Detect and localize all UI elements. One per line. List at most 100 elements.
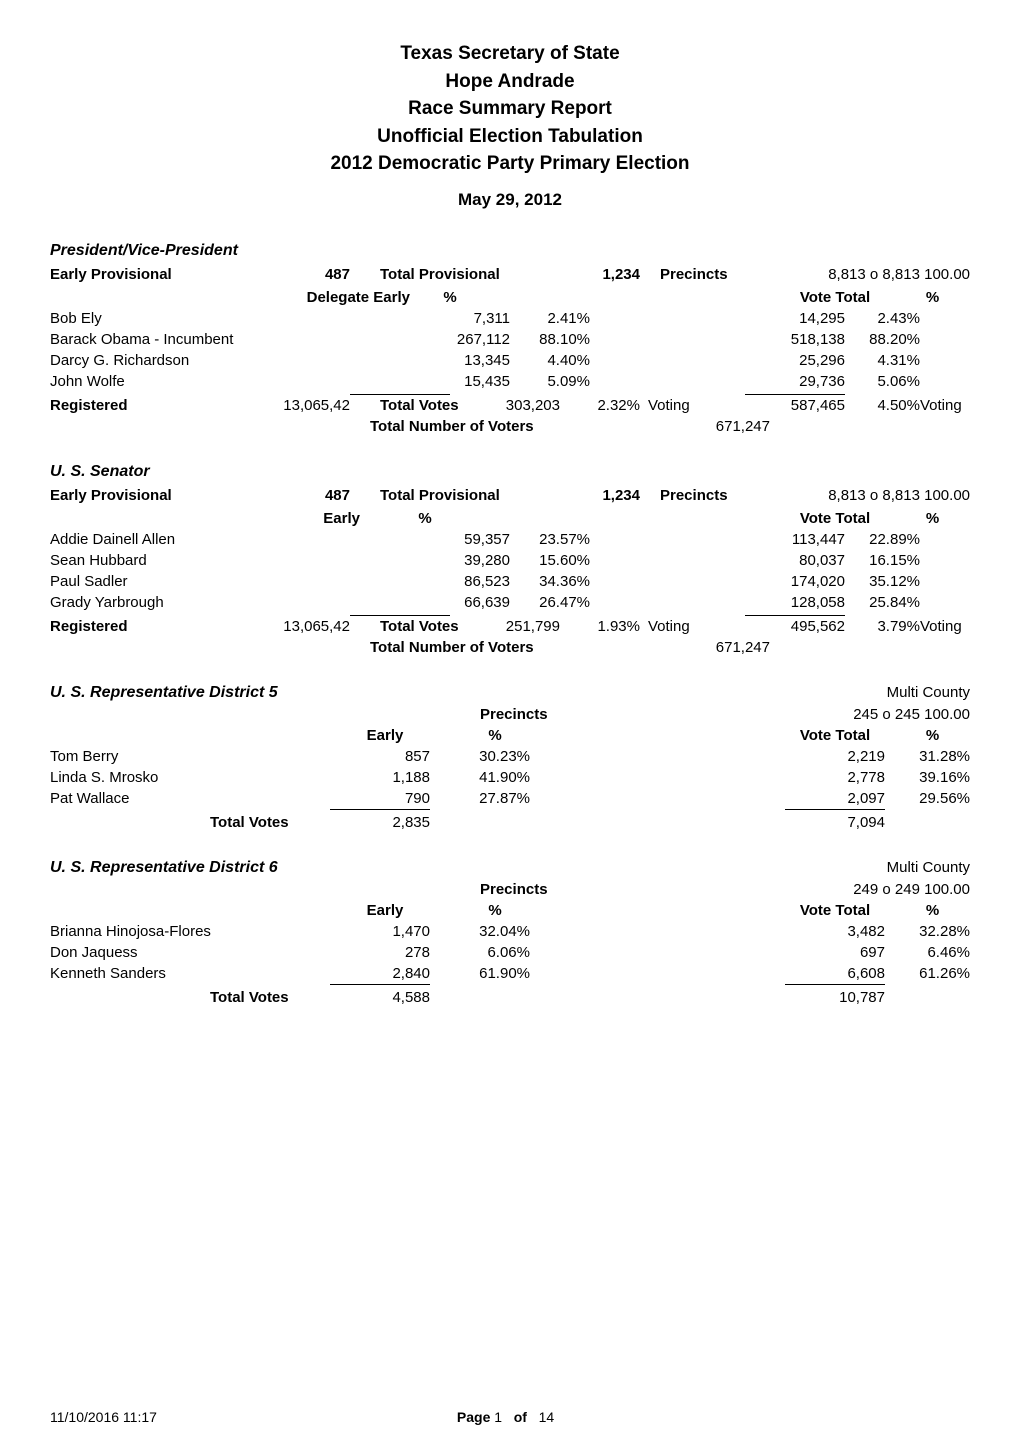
candidate-early: 7,311 [410,310,510,327]
candidate-row: Linda S. Mrosko 1,188 41.90% 2,778 39.16… [50,769,970,786]
candidate-vote-total: 3,482 [785,923,885,940]
district-title-row: U. S. Representative District 5 Multi Co… [50,684,970,702]
candidate-early-pct: 88.10% [510,331,590,348]
race-provisional-line: Early Provisional 487 Total Provisional … [50,266,970,283]
candidate-vote-total-pct: 22.89% [845,531,920,548]
total-vote-total: 7,094 [785,814,885,831]
district-column-headers: Early % Vote Total % [50,902,970,919]
early-provisional-value: 487 [260,266,350,283]
candidate-vote-total: 80,037 [745,552,845,569]
candidate-early: 278 [310,944,430,961]
registered-label: Registered [50,397,260,414]
reg-early: 303,203 [500,397,560,414]
candidate-name: Sean Hubbard [50,552,260,569]
candidate-vote-total-pct: 39.16% [885,769,970,786]
vote-total-header: Vote Total [775,289,895,306]
total-provisional-label: Total Provisional [350,487,560,504]
race-column-headers: Delegate Early % Vote Total % [50,289,970,306]
rule-early [330,809,430,810]
candidate-name: Don Jaquess [50,944,310,961]
total-voters-row: Total Number of Voters 671,247 [50,418,970,435]
candidate-name: Pat Wallace [50,790,310,807]
voting-label: Voting [640,397,708,414]
precincts-value: 8,813 o 8,813 100.00 [828,266,970,283]
race-title: President/Vice-President [50,242,970,260]
header-line: 2012 Democratic Party Primary Election [50,150,970,178]
vote-total-header: Vote Total [775,902,895,919]
registered-row: Registered 13,065,42 Total Votes 251,799… [50,618,970,635]
precincts-label: Precincts [480,706,600,723]
candidate-early: 13,345 [410,352,510,369]
reg-early-pct: 2.32% [560,397,640,414]
candidate-early: 59,357 [410,531,510,548]
candidate-vote-total-pct: 29.56% [885,790,970,807]
early-provisional-label: Early Provisional [50,487,260,504]
header-line: Unofficial Election Tabulation [50,123,970,151]
pct-header: % [360,510,490,527]
vote-total-header: Vote Total [775,510,895,527]
reg-early: 251,799 [500,618,560,635]
total-vote-total: 10,787 [785,989,885,1006]
rule-vote-total [745,615,845,616]
candidate-vote-total: 697 [785,944,885,961]
district-total-row: Total Votes 4,588 10,787 [50,989,970,1006]
registered-value: 13,065,42 [260,618,350,635]
candidate-vote-total-pct: 31.28% [885,748,970,765]
total-number-voters-label: Total Number of Voters [370,639,630,656]
race-block: President/Vice-President Early Provision… [50,242,970,435]
district-total-row: Total Votes 2,835 7,094 [50,814,970,831]
candidate-row: Kenneth Sanders 2,840 61.90% 6,608 61.26… [50,965,970,982]
pct-header: % [435,902,555,919]
candidate-vote-total-pct: 2.43% [845,310,920,327]
race-block: U. S. Senator Early Provisional 487 Tota… [50,463,970,656]
multi-county-label: Multi County [887,859,970,876]
early-provisional-value: 487 [260,487,350,504]
reg-voting-text: Voting [920,397,970,414]
candidate-early: 39,280 [410,552,510,569]
header-line: Hope Andrade [50,68,970,96]
candidate-early-pct: 5.09% [510,373,590,390]
candidate-vote-total: 25,296 [745,352,845,369]
candidate-name: Barack Obama - Incumbent [50,331,260,348]
precincts-value: 8,813 o 8,813 100.00 [828,487,970,504]
candidate-vote-total: 6,608 [785,965,885,982]
footer-timestamp: 11/10/2016 11:17 [50,1409,157,1425]
header-line: Race Summary Report [50,95,970,123]
district-title: U. S. Representative District 6 [50,859,278,877]
reg-early-pct: 1.93% [560,618,640,635]
precincts-value: 249 o 249 100.00 [853,881,970,898]
candidate-row: Brianna Hinojosa-Flores 1,470 32.04% 3,4… [50,923,970,940]
precincts-value: 245 o 245 100.00 [853,706,970,723]
total-early: 4,588 [330,989,430,1006]
vote-total-pct-header: % [895,289,970,306]
reg-vote-total-pct: 3.79% [845,618,920,635]
candidate-early-pct: 32.04% [430,923,530,940]
footer-page-label: Page [457,1409,490,1425]
vote-total-pct-header: % [895,510,970,527]
voting-label: Voting [640,618,708,635]
candidate-early: 86,523 [410,573,510,590]
district-precincts-row: Precincts 249 o 249 100.00 [50,881,970,898]
early-header: Delegate Early [50,289,410,306]
rule-early [330,984,430,985]
candidate-vote-total-pct: 61.26% [885,965,970,982]
total-number-voters-label: Total Number of Voters [370,418,630,435]
candidate-early: 857 [310,748,430,765]
candidate-early-pct: 34.36% [510,573,590,590]
footer-page-total: 14 [539,1409,555,1425]
candidate-vote-total: 174,020 [745,573,845,590]
vote-total-pct-header: % [895,902,970,919]
candidate-early: 1,470 [310,923,430,940]
pct-header: % [435,727,555,744]
rule-vote-total [785,809,885,810]
candidate-row: Grady Yarbrough 66,639 26.47% 128,058 25… [50,594,970,611]
candidate-row: John Wolfe 15,435 5.09% 29,736 5.06% [50,373,970,390]
candidate-vote-total: 2,778 [785,769,885,786]
candidate-early-pct: 4.40% [510,352,590,369]
candidate-early: 1,188 [310,769,430,786]
race-title: U. S. Senator [50,463,970,481]
early-provisional-label: Early Provisional [50,266,260,283]
vote-total-pct-header: % [895,727,970,744]
footer-of-label: of [514,1409,527,1425]
candidate-row: Darcy G. Richardson 13,345 4.40% 25,296 … [50,352,970,369]
